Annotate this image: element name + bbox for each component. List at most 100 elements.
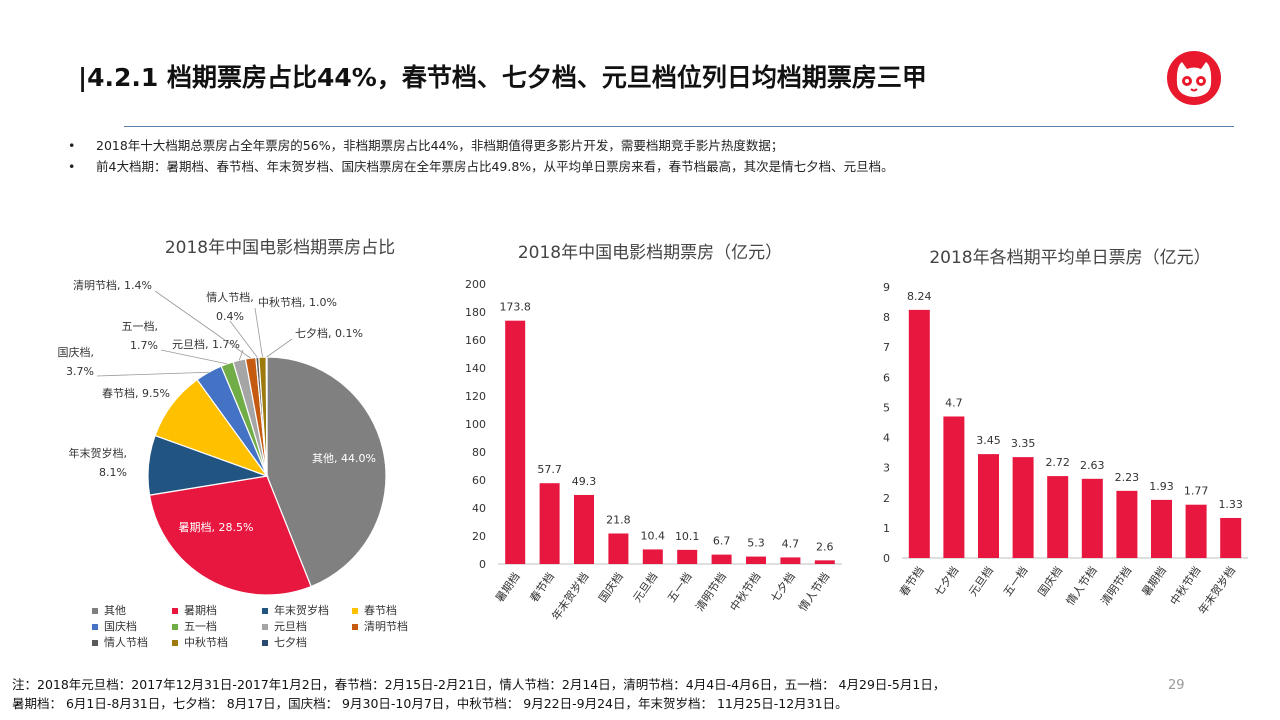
x-tick-label: 国庆档	[1035, 564, 1065, 599]
bar-value-label: 2.6	[816, 540, 834, 553]
x-tick-label: 情人节档	[1063, 564, 1100, 608]
bar	[1047, 476, 1069, 558]
bar-value-label: 57.7	[537, 463, 562, 476]
box-office-bar-chart: 2018年中国电影档期票房（亿元） 0 20 40 60 80 100 120 140 160 18…	[465, 243, 842, 623]
y-tick-label: 5	[883, 401, 890, 414]
daily-box-office-bar-chart: 2018年各档期平均单日票房（亿元） 0 1 2 3 4 5 6 7 8 9 8.24 春节档 4.7 七夕…	[883, 248, 1248, 617]
y-tick-label: 1	[883, 522, 890, 535]
pie-slice	[265, 356, 268, 477]
x-tick-label: 七夕档	[931, 564, 961, 599]
chart-title: 2018年各档期平均单日票房（亿元）	[929, 248, 1210, 268]
bar	[1151, 499, 1172, 558]
slice-label: 国庆档, 3.7%	[58, 345, 95, 378]
bar	[1012, 457, 1034, 558]
bar-value-label: 21.8	[606, 513, 631, 526]
chart-title: 2018年中国电影档期票房（亿元）	[518, 243, 782, 263]
bar-value-label: 4.7	[782, 537, 800, 550]
y-tick-label: 60	[472, 474, 486, 487]
bullet-item: • 2018年十大档期总票房占全年票房的56%，非档期票房占比44%，非档期值得更…	[68, 138, 784, 153]
leader-line	[238, 349, 244, 361]
bullet-list: • 2018年十大档期总票房占全年票房的56%，非档期票房占比44%，非档期值得更…	[68, 135, 894, 177]
slice-label: 元旦档, 1.7%	[172, 337, 240, 351]
bar	[978, 454, 999, 558]
x-tick-label: 五一档	[664, 570, 694, 605]
y-tick-label: 200	[465, 278, 486, 291]
slice-label: 春节档, 9.5%	[102, 386, 170, 400]
bar-value-label: 2.23	[1115, 471, 1140, 484]
y-tick-label: 6	[883, 371, 890, 384]
y-tick-label: 7	[883, 341, 890, 354]
legend-swatch	[172, 608, 178, 614]
bar	[574, 494, 594, 564]
legend-label: 春节档	[364, 603, 397, 617]
legend-label: 情人节档	[104, 635, 148, 649]
y-tick-label: 120	[465, 390, 486, 403]
bar	[505, 320, 526, 564]
slice-label: 暑期档, 28.5%	[179, 520, 254, 534]
chart-title: 2018年中国电影档期票房占比	[165, 238, 395, 258]
bar	[908, 309, 930, 558]
pie-slice	[266, 356, 387, 588]
bar	[642, 549, 663, 564]
slice-label: 五一档, 1.7%	[122, 319, 159, 352]
slice-label: 中秋节档, 1.0%	[258, 295, 337, 309]
bar-value-label: 10.4	[641, 529, 666, 542]
legend-swatch	[352, 624, 358, 630]
slice-label: 清明节档, 1.4%	[73, 278, 152, 292]
leader-line	[154, 290, 251, 359]
legend-label: 中秋节档	[184, 635, 228, 649]
slice-label: 年末贺岁档, 8.1%	[69, 446, 128, 479]
slice-label: 其他, 44.0%	[312, 452, 376, 465]
title-divider	[124, 126, 1234, 127]
bar-value-label: 1.33	[1218, 498, 1243, 511]
bar	[1220, 517, 1242, 558]
bar	[1185, 504, 1207, 558]
x-tick-label: 清明节档	[1098, 564, 1135, 608]
x-tick-label: 暑期档	[1139, 564, 1169, 599]
bar-value-label: 2.63	[1080, 459, 1105, 472]
footnote: 注：2018年元旦档：2017年12月31日-2017年1月2日，春节档：2月1…	[12, 675, 945, 713]
legend-label: 暑期档	[184, 603, 217, 617]
slice-label: 七夕档, 0.1%	[295, 326, 363, 340]
bar	[814, 560, 835, 564]
x-tick-label: 清明节档	[692, 570, 729, 614]
legend-label: 七夕档	[274, 635, 307, 649]
y-tick-label: 4	[883, 432, 890, 445]
bar-value-label: 5.3	[747, 537, 765, 550]
bar-value-label: 6.7	[713, 535, 731, 548]
bar-value-label: 2.72	[1045, 456, 1070, 469]
bar	[943, 416, 965, 558]
bullet-text: 2018年十大档期总票房占全年票房的56%，非档期票房占比44%，非档期值得更多…	[96, 138, 784, 153]
bar	[746, 556, 766, 564]
legend-swatch	[172, 640, 178, 646]
bar	[677, 549, 698, 564]
bar	[780, 557, 801, 564]
y-tick-label: 3	[883, 462, 890, 475]
y-tick-label: 0	[479, 558, 486, 571]
bar-value-label: 10.1	[675, 530, 700, 543]
pie-slice	[148, 475, 312, 596]
bar	[608, 533, 629, 564]
bar	[711, 554, 732, 564]
y-tick-label: 160	[465, 334, 486, 347]
bar-value-label: 8.24	[907, 290, 932, 303]
y-tick-label: 40	[472, 502, 486, 515]
x-tick-label: 五一档	[1000, 564, 1030, 599]
slice-label: 情人节档, 0.4%	[206, 290, 254, 323]
x-tick-label: 春节档	[527, 570, 557, 605]
bar-value-label: 3.35	[1011, 437, 1036, 450]
page-number: 29	[1168, 678, 1185, 693]
leader-line	[229, 320, 258, 358]
legend-label: 年末贺岁档	[274, 603, 329, 617]
leader-line	[266, 338, 293, 358]
y-tick-label: 20	[472, 530, 486, 543]
y-tick-label: 9	[883, 281, 890, 294]
legend-swatch	[262, 640, 268, 646]
bar-value-label: 49.3	[572, 475, 597, 488]
y-tick-label: 0	[883, 552, 890, 565]
footnote-line: 暑期档： 6月1日-8月31日，七夕档： 8月17日，国庆档： 9月30日-10…	[12, 696, 848, 711]
bar-value-label: 3.45	[976, 434, 1001, 447]
legend-swatch	[352, 608, 358, 614]
bar-value-label: 1.93	[1149, 480, 1174, 493]
